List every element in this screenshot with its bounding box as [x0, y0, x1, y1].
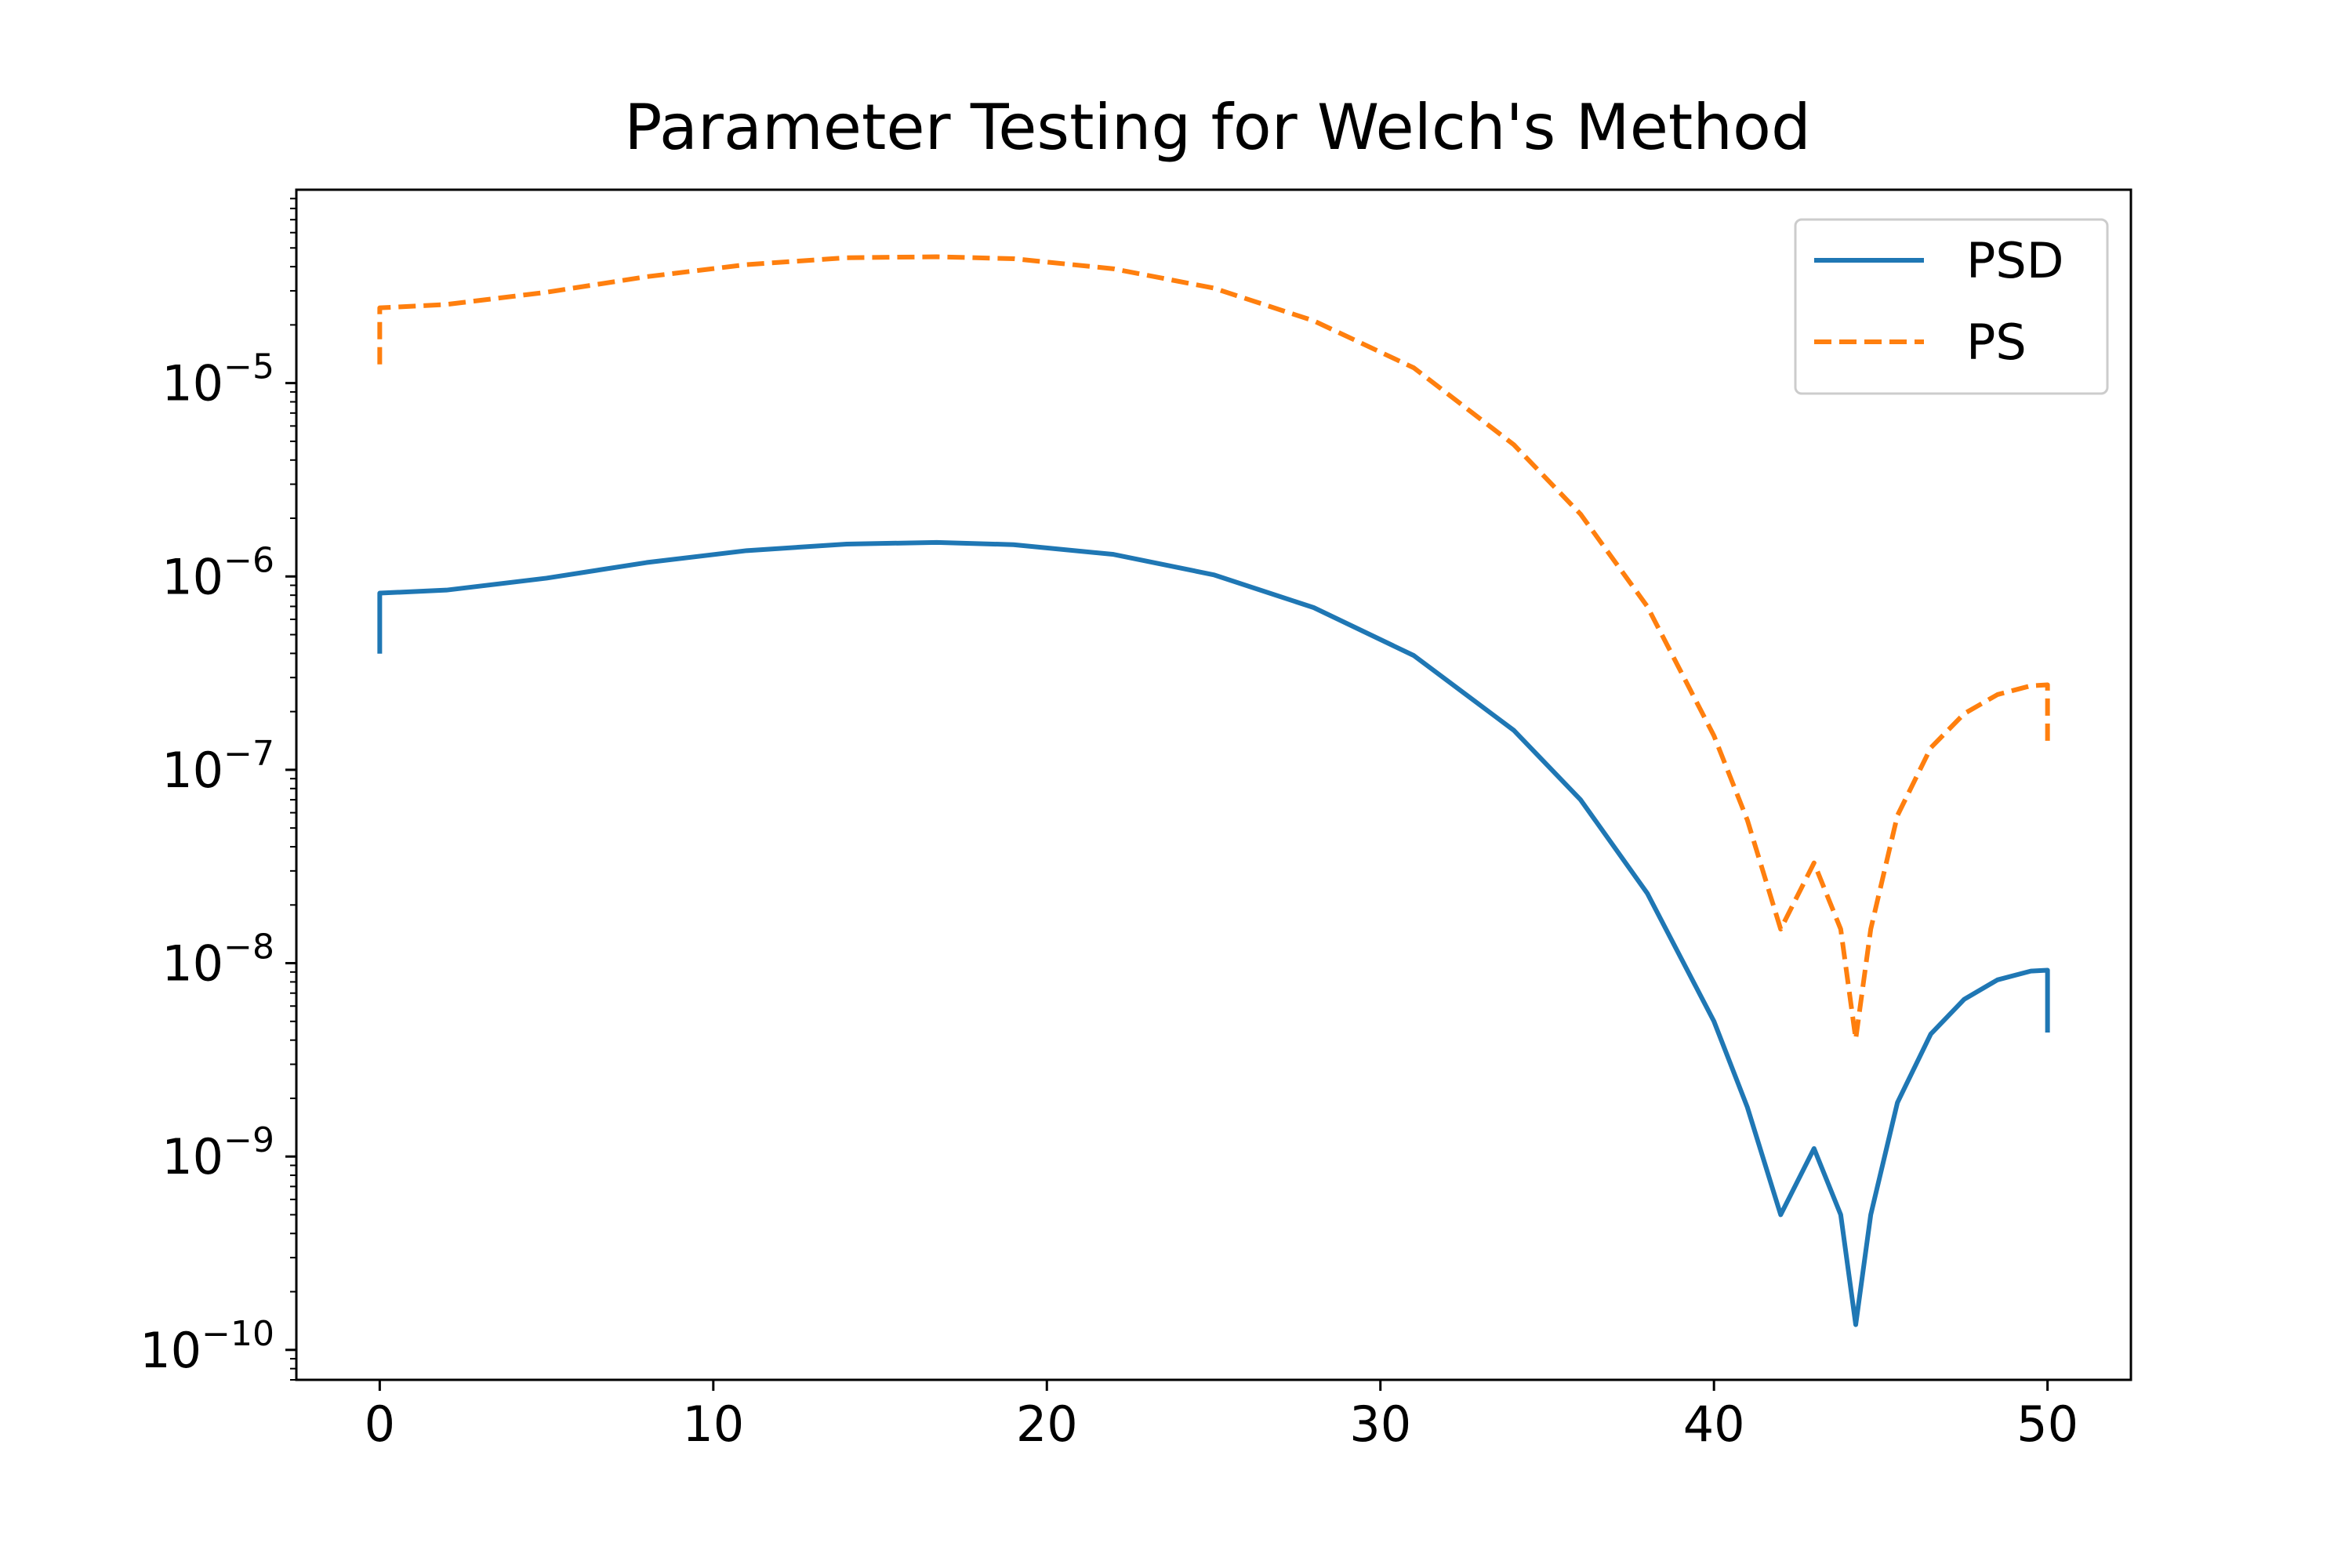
series-line-psd [377, 539, 2050, 1327]
y-tick-label: 10−6 [162, 540, 274, 605]
chart-title: Parameter Testing for Welch's Method [624, 91, 1810, 164]
plot-area: 0 10 20 30 40 50 10−10 10−9 10−8 10−7 10−6 10−5 PSD P… [140, 188, 2132, 1453]
y-tick-label: 10−5 [162, 347, 274, 412]
x-tick-label: 0 [365, 1396, 395, 1453]
y-tick-label: 10−7 [162, 734, 274, 799]
legend-box [1794, 218, 2109, 395]
series-line-ps [377, 254, 2050, 1042]
x-tick-label: 40 [1683, 1396, 1745, 1453]
y-tick-label: 10−9 [162, 1120, 274, 1185]
legend-label-ps: PS [1966, 314, 2027, 371]
x-tick-label: 50 [2016, 1396, 2078, 1453]
legend-label-psd: PSD [1966, 232, 2063, 289]
y-tick-label: 10−10 [140, 1314, 274, 1379]
y-tick-label: 10−8 [162, 927, 274, 993]
axes-frame [295, 188, 2132, 1381]
x-tick-label: 30 [1349, 1396, 1411, 1453]
x-tick-label: 20 [1016, 1396, 1078, 1453]
x-tick-label: 10 [682, 1396, 744, 1453]
